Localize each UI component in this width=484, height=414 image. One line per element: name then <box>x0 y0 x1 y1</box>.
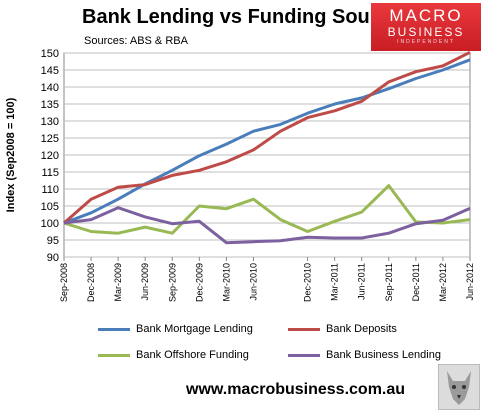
x-tick-label: Jun-2012 <box>465 263 475 301</box>
wolf-logo-icon <box>438 364 480 410</box>
x-tick-label: Mar-2011 <box>330 263 340 301</box>
website-url[interactable]: www.macrobusiness.com.au <box>186 381 406 398</box>
y-tick-label: 115 <box>41 167 59 179</box>
y-tick-label: 105 <box>41 201 59 213</box>
x-tick-label: Dec-2010 <box>303 263 313 302</box>
x-tick-label: Mar-2010 <box>221 263 231 302</box>
y-tick-label: 110 <box>41 184 59 196</box>
x-tick-label: Jun-2009 <box>140 263 150 301</box>
y-tick-label: 95 <box>47 235 59 247</box>
series-line-0 <box>63 58 471 225</box>
x-tick-label: Dec-2011 <box>411 263 421 301</box>
x-tick-label: Dec-2008 <box>86 263 96 302</box>
x-tick-label: Jun-2010 <box>248 263 258 301</box>
macrobusiness-logo: MACRO BUSINESS INDEPENDENT <box>371 3 481 51</box>
logo-line-tagline: INDEPENDENT <box>397 39 455 45</box>
y-tick-label: 140 <box>41 82 59 94</box>
x-tick-label: Sep-2009 <box>167 263 177 302</box>
y-axis-label: Index (Sep2008 = 100) <box>5 97 17 212</box>
series-line-3 <box>63 206 471 245</box>
x-tick-label: Dec-2009 <box>194 263 204 302</box>
y-tick-label: 145 <box>41 65 59 77</box>
y-tick-label: 125 <box>41 133 59 145</box>
logo-line-business: BUSINESS <box>387 25 465 39</box>
y-tick-label: 130 <box>41 116 59 128</box>
series-line-1 <box>63 50 471 225</box>
logo-line-macro: MACRO <box>389 6 463 25</box>
y-tick-label: 100 <box>41 218 59 230</box>
y-tick-label: 120 <box>41 150 59 162</box>
x-tick-label: Sep-2011 <box>384 263 394 301</box>
chart-title: Bank Lending vs Funding Sources <box>82 6 411 28</box>
x-tick-label: Jun-2011 <box>357 263 367 300</box>
x-tick-label: Mar-2009 <box>113 263 123 302</box>
y-tick-label: 90 <box>47 252 59 264</box>
x-tick-label: Sep-2008 <box>59 263 69 302</box>
y-tick-label: 150 <box>41 48 59 60</box>
chart-subtitle: Sources: ABS & RBA <box>84 35 188 47</box>
series-line-2 <box>63 184 471 235</box>
y-tick-label: 135 <box>41 99 59 111</box>
x-tick-label: Mar-2012 <box>438 263 448 302</box>
